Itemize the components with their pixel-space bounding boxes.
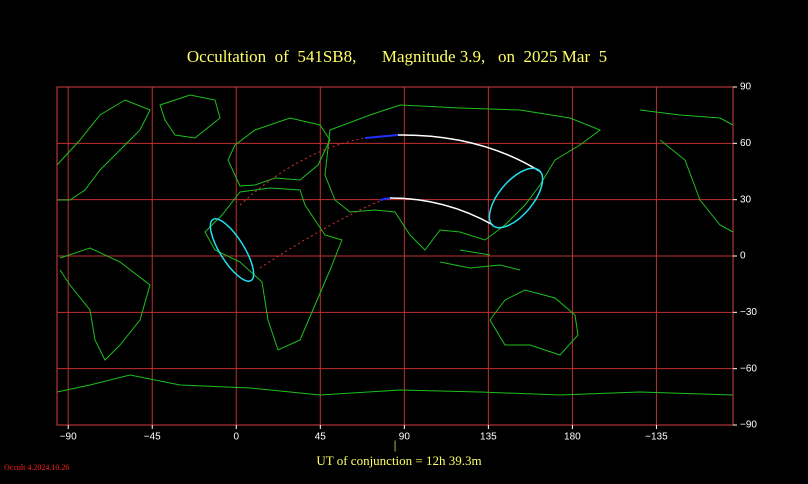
title: Occultation of 541SB8, Magnitude 3.9, on… [187, 47, 607, 66]
x-tick-label: 180 [564, 432, 581, 443]
occultation-path [209, 134, 544, 282]
conjunction-marker: | [394, 437, 397, 452]
version: Occult 4.2024.10.26 [4, 463, 69, 472]
y-tick-label: 90 [740, 82, 752, 93]
x-tick-label: −45 [144, 432, 161, 443]
x-tick-label: −135 [645, 432, 668, 443]
north-america-east [639, 109, 734, 233]
x-tick-label: 135 [480, 432, 497, 443]
asia [324, 104, 602, 251]
north-america-west [56, 99, 151, 201]
rise-set-curve [209, 218, 255, 282]
path-limit-night [239, 137, 366, 206]
antarctica [56, 374, 734, 396]
greenland [159, 94, 221, 139]
path-twilight [364, 134, 399, 139]
y-tick-label: 60 [740, 138, 752, 149]
y-tick-label: 0 [740, 251, 746, 262]
y-tick-label: −30 [740, 307, 757, 318]
path-limit [389, 197, 494, 226]
y-tick-label: 30 [740, 194, 752, 205]
y-tick-label: −60 [740, 363, 757, 374]
south-america [59, 247, 151, 361]
y-tick-label: −90 [740, 420, 757, 431]
conjunction-text: UT of conjunction = 12h 39.3m [316, 453, 481, 468]
path-limit-night [259, 199, 383, 269]
x-tick-label: −90 [60, 432, 77, 443]
path-twilight [379, 197, 391, 201]
x-tick-label: 0 [233, 432, 239, 443]
x-tick-label: 45 [315, 432, 327, 443]
rise-set-curve [488, 167, 544, 229]
australia [489, 289, 579, 356]
path-limit [397, 134, 542, 173]
africa [204, 187, 343, 351]
indonesia [439, 249, 521, 271]
x-tick-label: 90 [399, 432, 411, 443]
